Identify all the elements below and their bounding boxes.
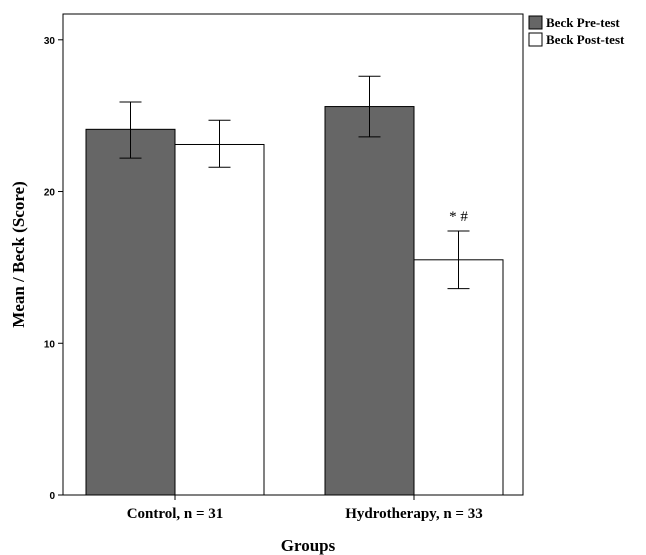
y-tick-label-1: 10 [44,339,56,350]
legend-swatch-0 [528,15,543,30]
x-tick-label-0: Control, n = 31 [127,506,224,522]
plot-frame [62,13,524,496]
legend-swatch-1 [528,32,543,47]
y-axis-title: Mean / Beck (Score) [9,181,28,328]
bar-1-0 [174,143,265,496]
y-tick-label-2: 20 [44,188,56,199]
bar-0-1 [324,106,415,496]
y-tick-label-3: 30 [44,36,56,47]
annotation-0: * # [449,209,468,225]
legend-label-0: Beck Pre-test [546,15,620,30]
bar-1-1 [413,259,504,496]
legend-label-1: Beck Post-test [546,32,625,47]
x-axis-title: Groups [281,536,336,555]
bar-0-0 [85,128,176,496]
y-tick-label-0: 0 [49,491,55,502]
x-tick-label-1: Hydrotherapy, n = 33 [345,506,482,522]
